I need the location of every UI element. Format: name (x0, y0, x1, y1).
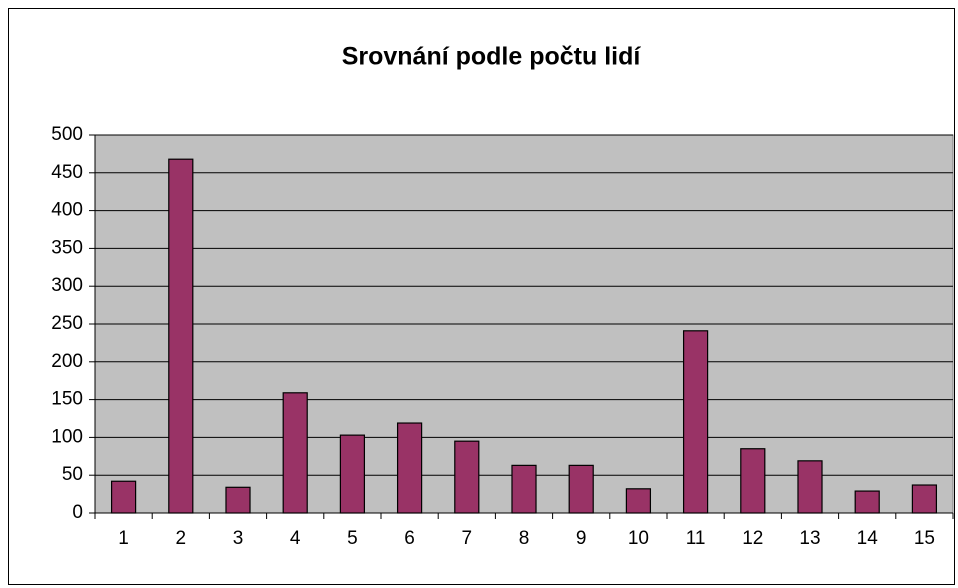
x-tick-label: 8 (519, 528, 530, 549)
x-tick-label: 9 (576, 528, 587, 549)
chart-title: Srovnání podle počtu lidí (342, 43, 642, 71)
x-tick-label: 7 (462, 528, 473, 549)
y-tick-label: 350 (51, 237, 83, 258)
bar (682, 330, 709, 514)
y-tick-label: 0 (72, 502, 83, 523)
bar (282, 392, 308, 514)
y-tick-label: 400 (51, 200, 83, 221)
bar (225, 486, 251, 514)
bar (854, 490, 880, 514)
bar (339, 434, 366, 514)
y-tick-label: 250 (51, 313, 83, 334)
x-tick-label: 15 (914, 528, 935, 549)
x-tick-label: 4 (290, 528, 301, 549)
y-tick-label: 200 (51, 351, 83, 372)
x-tick-label: 6 (404, 528, 415, 549)
x-tick-label: 12 (742, 528, 763, 549)
bar (110, 480, 137, 514)
bar (625, 488, 652, 514)
x-tick-label: 3 (233, 528, 244, 549)
x-tick-label: 14 (857, 528, 879, 549)
x-tick-label: 5 (347, 528, 358, 549)
bar (168, 158, 194, 514)
bar (568, 464, 594, 514)
bar (454, 440, 480, 514)
y-tick-label: 300 (51, 275, 83, 296)
bar (797, 460, 823, 514)
bar (740, 448, 766, 514)
y-tick-label: 500 (51, 124, 83, 145)
y-tick-label: 450 (51, 162, 83, 183)
x-tick-label: 10 (628, 528, 649, 549)
y-tick-label: 100 (51, 426, 83, 447)
y-tick-label: 50 (62, 464, 83, 485)
y-tick-label: 150 (51, 389, 83, 410)
bar (511, 464, 537, 514)
x-tick-label: 11 (686, 528, 706, 549)
x-tick-label: 2 (176, 528, 187, 549)
x-tick-label: 13 (799, 528, 820, 549)
bar (396, 422, 423, 514)
x-tick-label: 1 (118, 528, 129, 549)
bar (911, 484, 938, 514)
